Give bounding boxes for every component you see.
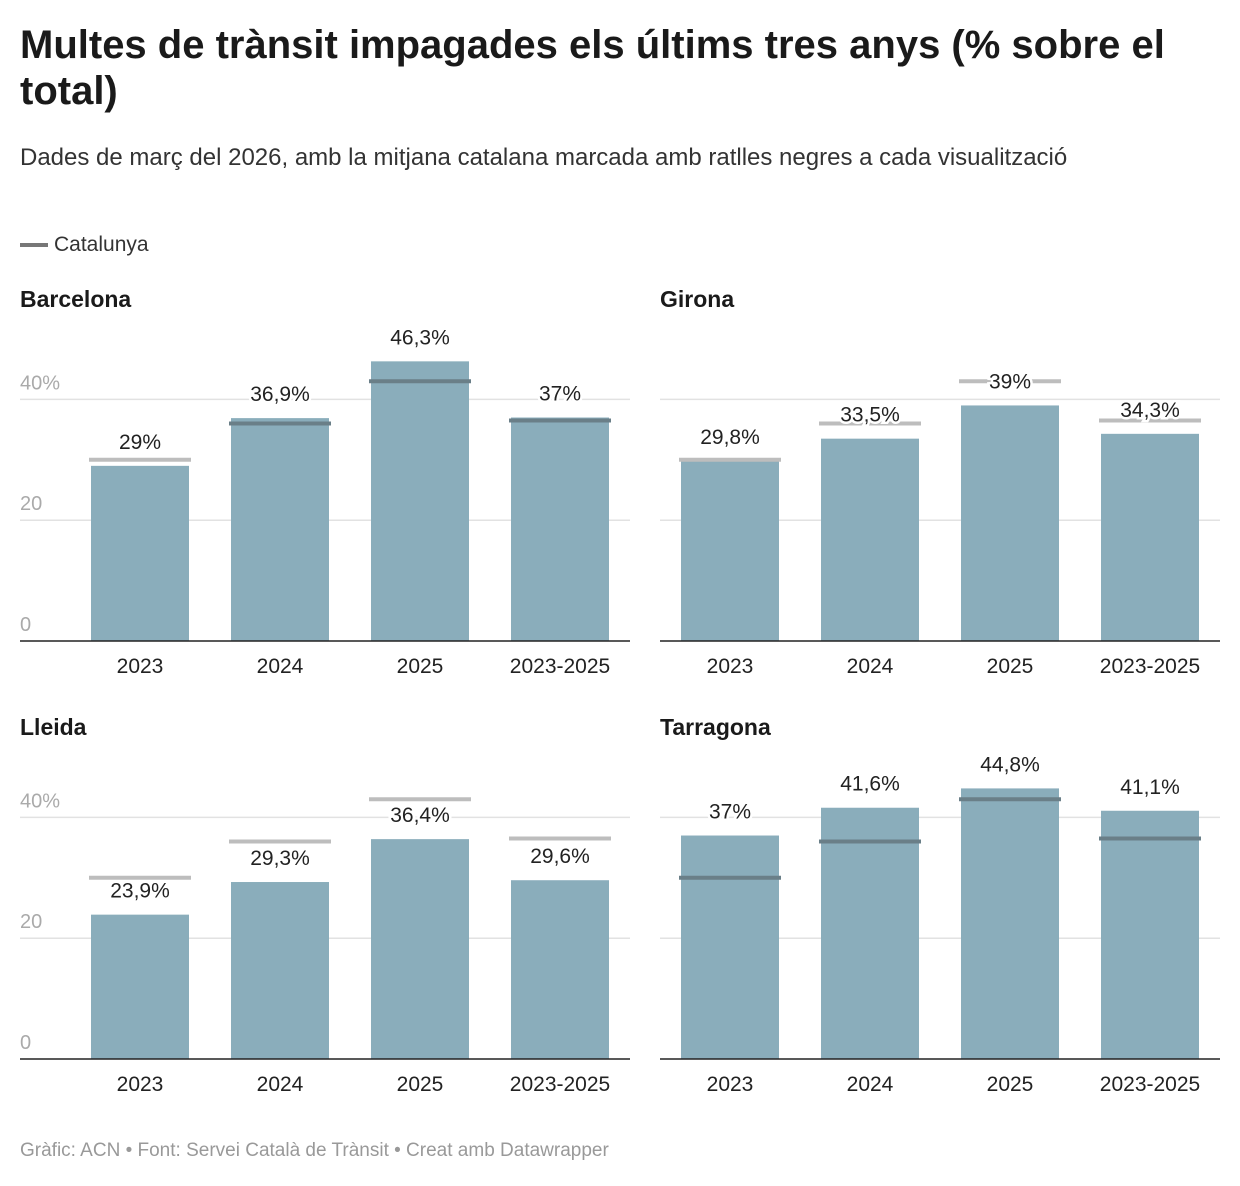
x-tick-label: 2023-2025: [510, 1073, 610, 1096]
x-tick-label: 2023: [117, 655, 164, 678]
panel-title: Lleida: [20, 714, 87, 740]
data-label: 41,6%: [840, 773, 900, 796]
data-label: 29%: [119, 431, 161, 454]
data-label: 29,8%: [700, 426, 760, 449]
bar: [231, 418, 329, 641]
panel-title: Girona: [660, 286, 734, 312]
data-label: 37%: [539, 383, 581, 406]
data-label: 36,4%: [390, 804, 450, 827]
bar: [511, 417, 609, 641]
bar: [821, 438, 919, 641]
data-label: 37%: [709, 801, 751, 824]
x-tick-label: 2024: [257, 1073, 304, 1096]
data-label: 36,9%: [250, 383, 310, 406]
x-tick-label: 2024: [847, 655, 894, 678]
data-label: 29,6%: [530, 845, 590, 868]
footer-credits: Gràfic: ACN • Font: Servei Català de Trà…: [20, 1140, 609, 1161]
data-label: 41,1%: [1120, 776, 1180, 799]
y-tick-label: 40%: [20, 790, 60, 812]
x-tick-label: 2025: [397, 1073, 444, 1096]
x-tick-label: 2025: [987, 1073, 1034, 1096]
bar: [371, 361, 469, 641]
bar: [91, 465, 189, 641]
x-tick-label: 2023: [117, 1073, 164, 1096]
bar: [91, 914, 189, 1059]
panel-title: Barcelona: [20, 286, 131, 312]
bar: [681, 835, 779, 1059]
x-tick-label: 2023: [707, 1073, 754, 1096]
y-tick-label: 0: [20, 1032, 31, 1054]
y-tick-label: 0: [20, 614, 31, 636]
bar: [1101, 810, 1199, 1059]
data-label: 34,3%: [1120, 399, 1180, 422]
data-label: 33,5%: [840, 404, 900, 427]
x-tick-label: 2023-2025: [510, 655, 610, 678]
bar: [371, 839, 469, 1059]
panel-title: Tarragona: [660, 714, 771, 740]
x-tick-label: 2025: [397, 655, 444, 678]
bar: [511, 880, 609, 1059]
x-tick-label: 2023-2025: [1100, 1073, 1200, 1096]
bar: [1101, 433, 1199, 641]
y-tick-label: 20: [20, 911, 42, 933]
chart-title: Multes de trànsit impagades els últims t…: [20, 23, 1165, 113]
legend-label: Catalunya: [54, 233, 149, 256]
chart-subtitle: Dades de març del 2026, amb la mitjana c…: [20, 144, 1068, 171]
data-label: 29,3%: [250, 847, 310, 870]
y-tick-label: 20: [20, 493, 42, 515]
x-tick-label: 2023-2025: [1100, 655, 1200, 678]
x-tick-label: 2024: [257, 655, 304, 678]
bar: [681, 461, 779, 641]
legend-swatch: [20, 243, 48, 247]
y-tick-label: 40%: [20, 372, 60, 394]
data-label: 39%: [989, 370, 1031, 393]
bar: [961, 405, 1059, 641]
x-tick-label: 2024: [847, 1073, 894, 1096]
bar: [821, 807, 919, 1059]
data-label: 44,8%: [980, 753, 1040, 776]
x-tick-label: 2025: [987, 655, 1034, 678]
legend: Catalunya: [20, 233, 149, 257]
data-label: 23,9%: [110, 880, 170, 903]
bar: [231, 882, 329, 1059]
bar: [961, 788, 1059, 1059]
x-tick-label: 2023: [707, 655, 754, 678]
data-label: 46,3%: [390, 326, 450, 349]
